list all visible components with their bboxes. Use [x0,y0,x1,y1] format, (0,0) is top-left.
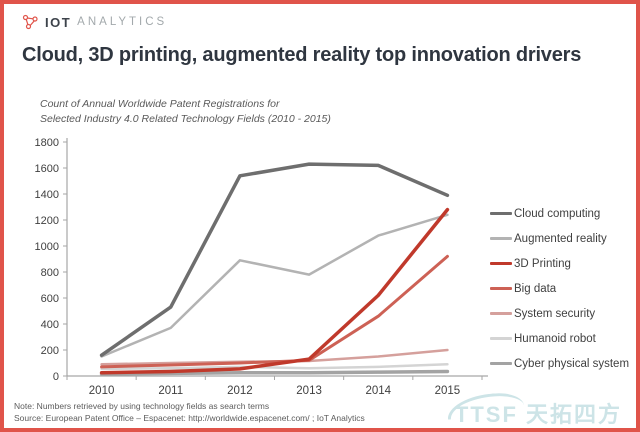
legend-swatch [490,337,512,340]
series-line-3d-printing [99,207,450,375]
legend-label: Big data [514,282,557,295]
y-tick-label: 1400 [35,189,59,201]
watermark-text: TTSF 天拓四方 [454,402,622,427]
y-tick-label: 1600 [35,163,59,175]
footer-note: Note: Numbers retrieved by using technol… [14,401,270,411]
brand-logo: IOT ANALYTICS [22,14,167,30]
legend-label: Augmented reality [514,232,607,245]
legend-item: Cloud computing [490,201,636,226]
logo-text-analytics: ANALYTICS [77,16,168,28]
footer-source: Source: European Patent Office – Espacen… [14,412,365,423]
series-line-humanoid-robot [100,363,449,371]
legend-label: Cyber physical system [514,357,630,370]
y-tick-label: 0 [53,371,59,383]
legend-item: Big data [490,276,636,301]
legend-swatch [490,261,512,266]
legend-item: System security [490,301,636,326]
line-chart-svg: 0 200 400 600 800 1000 1200 1400 1600 1800 2010 201… [35,137,488,397]
legend-swatch [490,211,512,216]
x-tick-label: 2011 [158,385,183,397]
x-tick-label: 2012 [227,385,253,397]
y-tick-label: 1800 [35,137,59,149]
legend-item: 3D Printing [490,251,636,276]
y-tick-label: 400 [41,319,59,331]
chart-subtitle-line2: Selected Industry 4.0 Related Technology… [40,113,331,125]
iot-network-icon [22,14,38,30]
legend-item: Humanoid robot [490,326,636,351]
y-tick-label: 200 [41,345,59,357]
chart-subtitle-line1: Count of Annual Worldwide Patent Registr… [40,98,280,110]
legend-item: Augmented reality [490,226,636,251]
watermark: TTSF 天拓四方 [446,391,622,428]
x-tick-label: 2013 [296,385,322,397]
series-line-augmented-reality [100,213,449,358]
legend-swatch [490,287,512,290]
series-line-cloud-computing [99,162,450,357]
y-tick-label: 1000 [35,241,59,253]
legend-label: Cloud computing [514,207,601,220]
series-line-cyber-physical-system [99,369,450,376]
legend-swatch [490,361,512,366]
footer-notes: Note: Numbers retrieved by using technol… [14,401,365,424]
legend-swatch [490,237,512,240]
legend-item: Cyber physical system [490,351,636,376]
x-tick-label: 2014 [365,385,391,397]
series-line-big-data [100,254,449,369]
page-title: Cloud, 3D printing, augmented reality to… [22,44,582,66]
chart-subtitle: Count of Annual Worldwide Patent Registr… [40,97,331,127]
y-tick-label: 600 [41,293,59,305]
legend-label: System security [514,307,596,320]
legend-swatch [490,312,512,315]
x-tick-label: 2015 [435,385,461,397]
chart-legend: Cloud computing Augmented reality 3D Print… [490,201,636,376]
y-tick-label: 800 [41,267,59,279]
y-tick-label: 1200 [35,215,59,227]
legend-label: Humanoid robot [514,332,596,345]
x-tick-label: 2010 [89,385,115,397]
legend-label: 3D Printing [514,257,571,270]
logo-text-iot: IOT [45,14,72,30]
